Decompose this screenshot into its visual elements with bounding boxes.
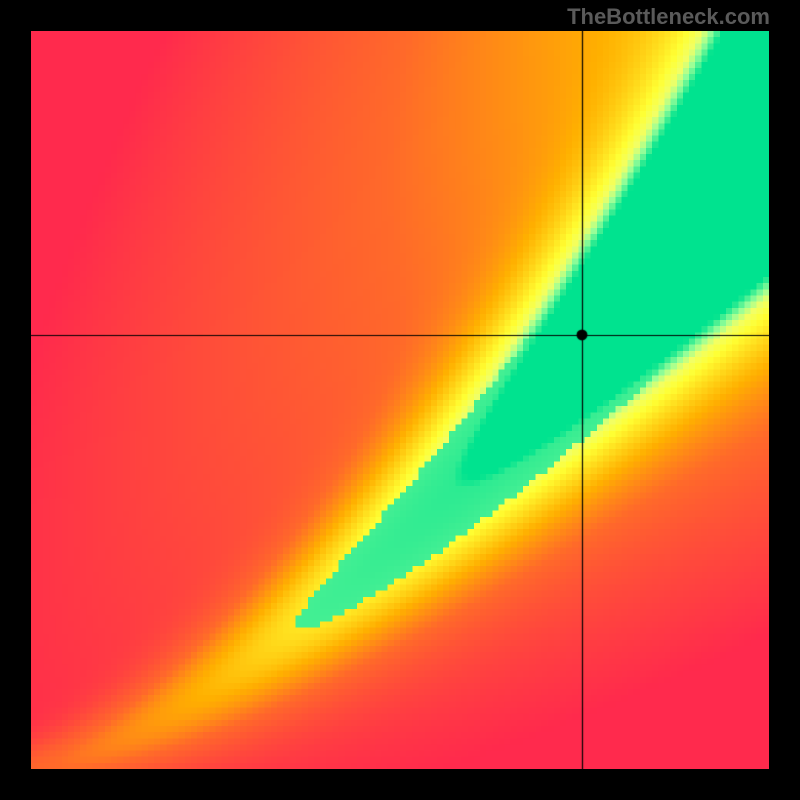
chart-container: { "chart": { "type": "heatmap", "canvas_… [0, 0, 800, 800]
watermark-text: TheBottleneck.com [567, 4, 770, 30]
bottleneck-heatmap [31, 31, 769, 769]
